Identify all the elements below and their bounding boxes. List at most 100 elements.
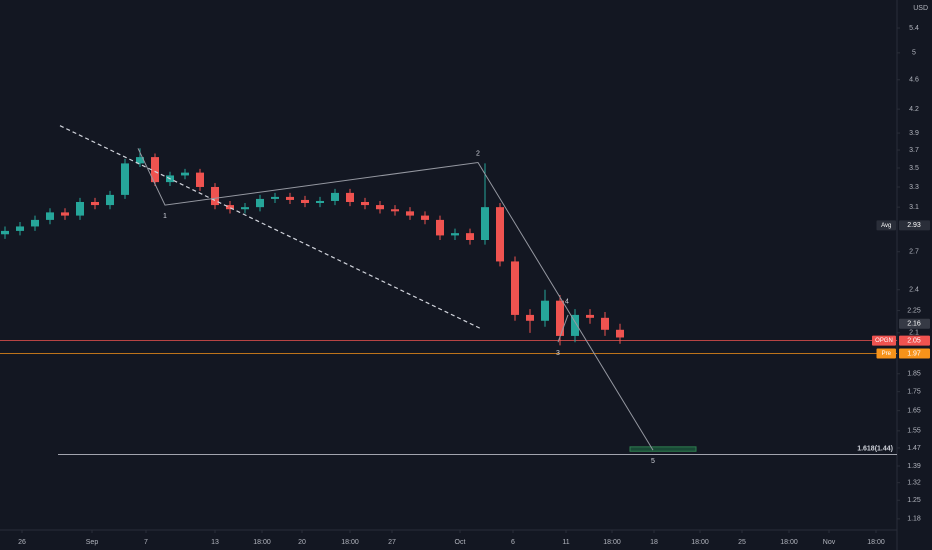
trend-line [59,125,481,329]
price-tag-name-box [876,220,896,231]
candle-body [616,329,624,338]
y-tick-label: 2.7 [909,249,919,256]
candle-body [136,157,144,164]
x-tick-label: 20 [298,539,306,546]
candle-body [16,226,24,231]
candle-body [451,233,459,236]
candle-body [586,314,594,318]
price-tag [899,318,930,329]
candle-body [106,194,114,206]
candle-body [421,215,429,220]
x-tick-label: 26 [18,539,26,546]
x-tick-label: 18:00 [867,539,885,546]
candle-body [256,198,264,208]
price-tag-value: 2.16 [907,321,921,328]
candle-body [151,157,159,183]
wave-label: 1 [163,213,167,220]
y-tick-label: 3.3 [909,184,919,191]
y-tick-label: 3.7 [909,147,919,154]
x-tick-label: 18:00 [691,539,709,546]
y-tick-label: 1.65 [907,408,921,415]
candle-body [556,300,564,336]
candle-body [286,196,294,200]
candle-body [226,205,234,210]
wave-label: 2 [476,150,480,157]
price-tag [899,348,930,359]
y-tick-label: 1.75 [907,389,921,396]
y-tick-label: 2.1 [909,330,919,337]
x-tick-label: 18:00 [780,539,798,546]
y-tick-label: 5.4 [909,25,919,32]
candle-body [271,196,279,199]
y-tick-label: 3.5 [909,165,919,172]
candle-body [316,200,324,204]
x-tick-label: 25 [738,539,746,546]
y-tick-label: 1.39 [907,463,921,470]
candle-body [466,233,474,240]
x-tick-label: Sep [86,539,99,546]
candle-body [301,199,309,204]
y-tick-label: 1.25 [907,497,921,504]
wave-label: 4 [565,298,569,305]
candle-body [1,230,9,235]
wave-label: 5 [651,458,655,465]
price-tag-name: Pre [882,351,892,357]
x-tick-label: 11 [562,539,569,546]
candle-body [181,172,189,176]
price-tag-value: 1.97 [907,350,921,357]
wave-label: 3 [556,350,560,357]
candle-body [391,209,399,212]
candle-body [346,192,354,202]
candle-body [481,207,489,240]
y-tick-label: 1.18 [907,516,921,523]
candle-body [61,212,69,216]
y-tick-label: 1.32 [907,480,921,487]
candle-body [436,219,444,236]
wave-line [557,314,569,343]
price-tag-value: 2.93 [907,222,921,229]
x-tick-label: Oct [455,539,466,546]
candle-body [526,314,534,321]
x-tick-label: 7 [144,539,148,546]
wave-line [137,148,654,451]
price-tag-name-box [872,335,896,346]
y-tick-label: 3.9 [909,130,919,137]
candle-body [376,205,384,210]
x-tick-label: 18:00 [341,539,359,546]
price-tag-name: OPGN [875,338,893,344]
x-tick-label: Nov [823,539,836,546]
candle-body [406,211,414,216]
y-tick-label: 3.1 [909,204,919,211]
y-tick-label: 5 [912,50,916,57]
candle-body [331,192,339,201]
y-tick-label: 2.25 [907,307,921,314]
x-tick-label: 18:00 [603,539,621,546]
fib-label: 1.618(1.44) [857,445,893,452]
price-tag [899,220,930,231]
y-tick-label: 1.85 [907,371,921,378]
candle-body [211,186,219,206]
y-tick-label: 4.2 [909,106,919,113]
target-zone [629,446,697,452]
candle-body [46,212,54,220]
candle-body [91,201,99,206]
candle-body [31,219,39,227]
candle-body [511,261,519,315]
candle-body [241,207,249,210]
x-tick-label: 6 [511,539,515,546]
y-tick-label: 4.6 [909,77,919,84]
y-tick-label: 1.47 [907,445,921,452]
x-tick-label: 13 [211,539,219,546]
x-tick-label: 27 [388,539,396,546]
price-tag [899,335,930,346]
candle-body [361,201,369,206]
candle-body [496,207,504,262]
candle-body [601,317,609,330]
price-tag-value: 2.05 [907,337,921,344]
candle-body [76,201,84,216]
y-tick-label: 2.4 [909,287,919,294]
price-tag-name: Avg [881,223,891,229]
candle-body [571,314,579,336]
